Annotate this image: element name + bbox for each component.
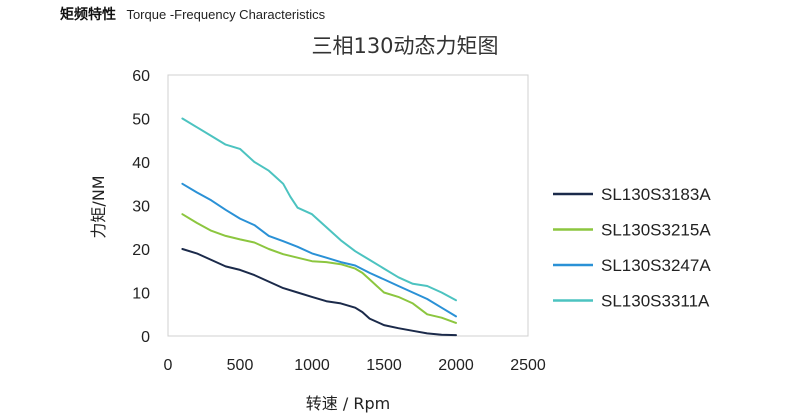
y-tick-label: 30	[132, 199, 150, 216]
legend-label-sl130s3311a: SL130S3311A	[601, 292, 710, 311]
series-line-sl130s3183a	[181, 248, 457, 337]
series-line-sl130s3311a	[181, 117, 457, 302]
x-axis-tick-labels: 0 500 1000 1500 2000 2500	[164, 357, 546, 374]
x-tick-label: 500	[227, 357, 254, 374]
x-tick-label: 2000	[438, 357, 474, 374]
series-line-sl130s3215a	[181, 213, 457, 324]
y-tick-label: 20	[132, 242, 150, 259]
y-tick-label: 40	[132, 155, 150, 172]
page-header: 矩频特性 Torque -Frequency Characteristics	[60, 5, 325, 25]
header-title-chinese: 矩频特性	[60, 7, 116, 23]
series-lines	[181, 117, 457, 337]
x-tick-label: 1500	[366, 357, 402, 374]
plot-area-border	[167, 74, 529, 337]
chart-title: 三相130动态力矩图	[311, 34, 498, 58]
x-tick-label: 1000	[294, 357, 330, 374]
y-tick-label: 50	[132, 112, 150, 129]
legend: SL130S3183A SL130S3215A SL130S3247A SL130S3…	[553, 185, 711, 311]
y-axis-tick-labels: 0 10 20 30 40 50 60	[132, 68, 150, 346]
y-tick-label: 0	[141, 329, 150, 346]
header-title-english: Torque -Frequency Characteristics	[126, 7, 326, 22]
legend-label-sl130s3215a: SL130S3215A	[601, 221, 711, 240]
y-tick-label: 10	[132, 286, 150, 303]
x-tick-label: 0	[164, 357, 173, 374]
x-tick-label: 2500	[510, 357, 546, 374]
legend-label-sl130s3183a: SL130S3183A	[601, 185, 711, 204]
y-axis-title: 力矩/NM	[89, 175, 108, 238]
series-line-sl130s3247a	[181, 182, 457, 318]
y-tick-label: 60	[132, 68, 150, 85]
x-axis-title: 转速 / Rpm	[306, 394, 390, 413]
legend-label-sl130s3247a: SL130S3247A	[601, 256, 711, 275]
